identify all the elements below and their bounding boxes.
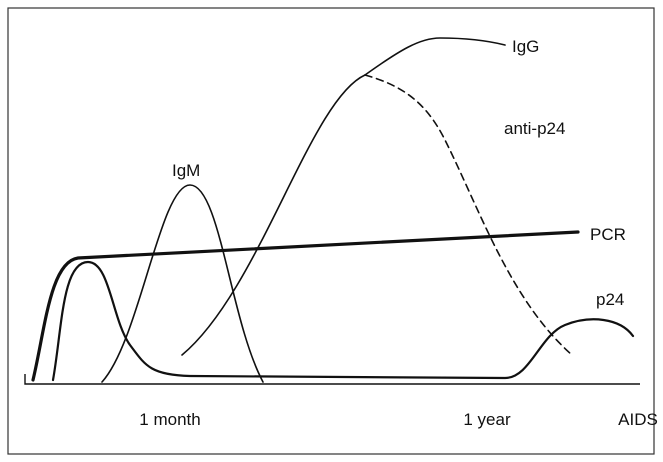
igm-curve	[101, 184, 264, 383]
p24-curve	[51, 260, 635, 382]
axis-label: 1 year	[463, 410, 511, 429]
curve-label: p24	[596, 290, 624, 309]
axis-label: 1 month	[139, 410, 200, 429]
pcr-curve	[31, 230, 580, 382]
frame	[7, 7, 655, 455]
curve-label: anti-p24	[504, 119, 565, 138]
curve-label: IgG	[512, 37, 539, 56]
curve-label: IgM	[172, 161, 200, 180]
curve-label: PCR	[590, 225, 626, 244]
time-axis	[24, 374, 640, 385]
axis-label: AIDS	[618, 410, 658, 429]
anti-p24-curve	[364, 74, 573, 356]
